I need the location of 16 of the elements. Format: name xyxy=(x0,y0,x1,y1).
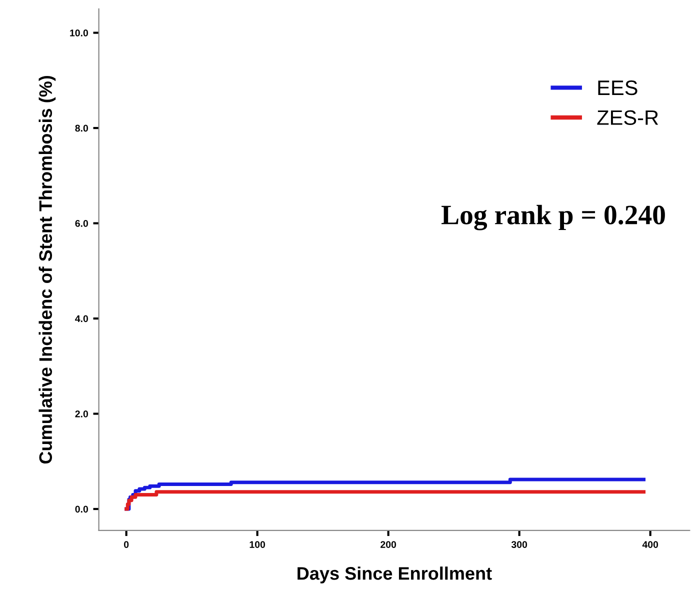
y-axis-title: Cumulative Incidenc of Stent Thrombosis (%) xyxy=(38,76,56,464)
y-tick-label: 10.0 xyxy=(70,30,88,36)
legend-label: ZES-R xyxy=(597,110,658,126)
y-tick-label: 8.0 xyxy=(75,124,88,132)
x-tick-label: 100 xyxy=(250,541,266,548)
y-tick-label: 0.0 xyxy=(75,506,88,513)
x-tick-label: 400 xyxy=(642,541,658,548)
y-tick-label: 4.0 xyxy=(75,315,88,322)
x-tick-label: 200 xyxy=(380,541,396,548)
x-axis-title: Days Since Enrollment xyxy=(298,566,492,584)
y-tick-label: 2.0 xyxy=(75,410,88,418)
x-tick-label: 0 xyxy=(124,541,129,548)
x-tick-label: 300 xyxy=(511,541,528,548)
annotation: Log rank p = 0.240 xyxy=(441,204,665,230)
legend-label: EES xyxy=(598,80,638,96)
y-tick-label: 6.0 xyxy=(75,220,88,227)
